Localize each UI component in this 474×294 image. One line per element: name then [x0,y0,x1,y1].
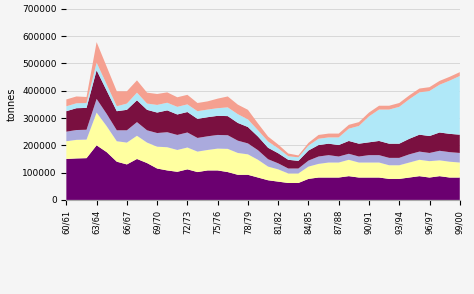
Y-axis label: tonnes: tonnes [7,88,17,121]
